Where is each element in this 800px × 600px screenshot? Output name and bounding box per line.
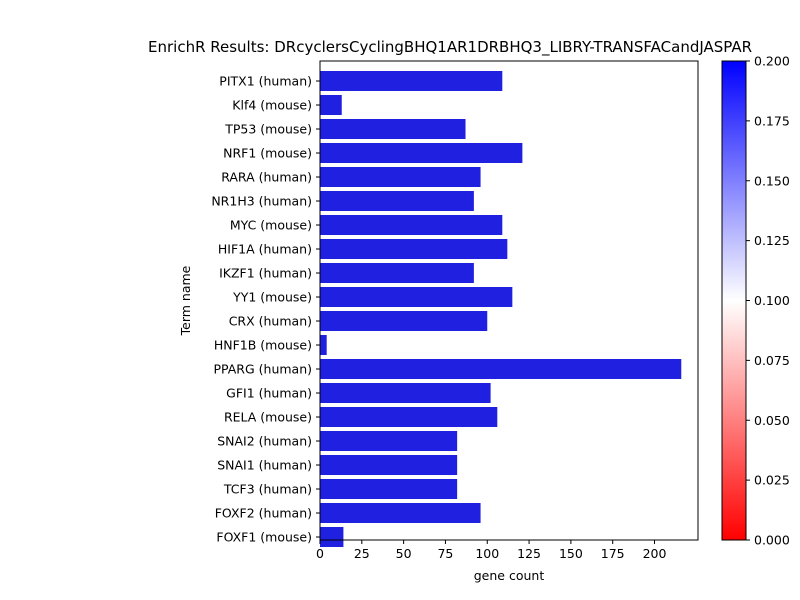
y-tick-label: HNF1B (mouse) [214,338,312,353]
x-tick-label: 0 [316,546,324,561]
bar [320,239,508,259]
bar [320,359,682,379]
y-tick-label: FOXF1 (mouse) [216,530,312,545]
colorbar-tick-label: 0.150 [754,173,790,188]
colorbar-tick-label: 0.175 [754,113,790,128]
bar [320,431,458,451]
x-tick-label: 50 [396,546,412,561]
bar [320,503,481,523]
bars-layer [320,71,682,547]
y-tick-label: HIF1A (human) [218,242,312,257]
bar [320,263,474,283]
colorbar-tick-label: 0.000 [754,533,790,548]
bar [320,215,503,235]
colorbar-tick-label: 0.050 [754,413,790,428]
colorbar-tick-label: 0.125 [754,233,790,248]
bar [320,119,466,139]
chart-title: EnrichR Results: DRcyclersCyclingBHQ1AR1… [148,38,752,57]
bar [320,287,513,307]
colorbar-tick-label: 0.075 [754,353,790,368]
y-tick-label: SNAI2 (human) [217,434,312,449]
x-tick-label: 175 [601,546,625,561]
bar [320,143,523,163]
y-tick-label: IKZF1 (human) [219,266,312,281]
bar [320,95,342,115]
y-tick-label: TCF3 (human) [223,482,312,497]
y-tick-labels: PITX1 (human) Klf4 (mouse) TP53 (mouse) NRF… [211,74,320,545]
y-tick-label: TP53 (mouse) [224,122,312,137]
x-tick-label: 100 [475,546,499,561]
bar [320,407,498,427]
x-axis-label: gene count [474,568,545,583]
bar [320,383,491,403]
bar [320,311,488,331]
bar [320,455,458,475]
y-tick-label: YY1 (mouse) [232,290,312,305]
x-tick-label: 75 [437,546,453,561]
colorbar [721,60,747,541]
y-tick-label: GFI1 (human) [226,386,312,401]
y-tick-label: PITX1 (human) [219,74,312,89]
x-axis-ticks: 0 25 50 75 100 125 150 175 200 [316,540,666,561]
y-tick-label: CRX (human) [229,314,312,329]
y-tick-label: NR1H3 (human) [211,194,312,209]
y-tick-label: NRF1 (mouse) [223,146,312,161]
y-tick-label: RELA (mouse) [224,410,312,425]
bar [320,527,344,547]
bar [320,335,327,355]
x-tick-label: 25 [354,546,370,561]
y-axis-label: Term name [178,265,193,336]
y-tick-label: RARA (human) [221,170,312,185]
y-tick-label: Klf4 (mouse) [232,98,312,113]
x-tick-label: 150 [559,546,583,561]
y-tick-label: SNAI1 (human) [217,458,312,473]
x-tick-label: 125 [517,546,541,561]
colorbar-tick-label: 0.100 [754,293,790,308]
bar [320,71,503,91]
colorbar-tick-label: 0.200 [754,54,790,69]
x-tick-label: 200 [643,546,667,561]
y-tick-label: MYC (mouse) [230,218,312,233]
bar [320,191,474,211]
colorbar-ticks: 0.000 0.025 0.050 0.075 0.100 0.125 0.150 0.175… [746,54,790,548]
bar [320,167,481,187]
plot-frame [319,60,699,541]
y-tick-label: PPARG (human) [213,362,312,377]
y-tick-label: FOXF2 (human) [215,506,312,521]
bar [320,479,458,499]
colorbar-tick-label: 0.025 [754,473,790,488]
